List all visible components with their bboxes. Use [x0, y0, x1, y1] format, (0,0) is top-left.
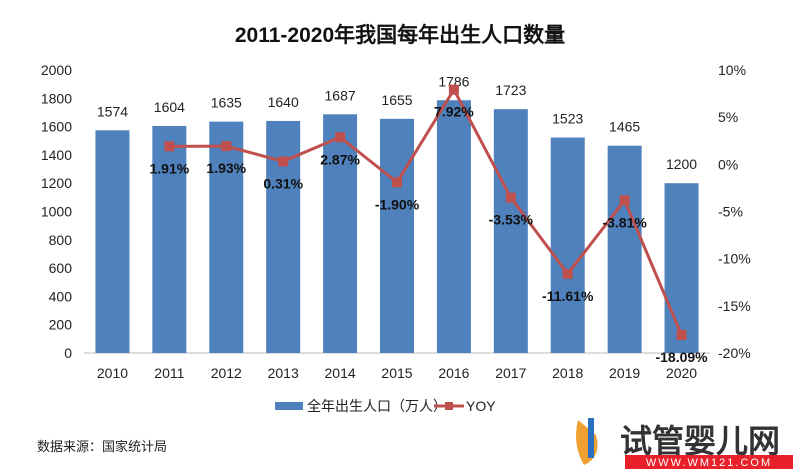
- left-tick-label: 200: [49, 317, 73, 333]
- right-tick-label: -15%: [718, 298, 751, 314]
- x-tick-label: 2012: [211, 365, 242, 381]
- yoy-point: [448, 84, 459, 95]
- bar: [436, 100, 471, 353]
- legend-bar-label: 全年出生人口（万人）: [307, 398, 447, 414]
- left-tick-label: 1000: [41, 204, 72, 220]
- yoy-point: [335, 132, 346, 143]
- yoy-line: 1.91% 1.93% 0.31% 2.87% -1.90% 7.92% -3.53% -11…: [150, 84, 708, 365]
- bars: 1574 1604 1635 1640 1687 1655 1786 1723 1523 1465…: [95, 73, 699, 354]
- x-tick-label: 2014: [325, 365, 356, 381]
- bar: [323, 114, 358, 354]
- left-tick-label: 800: [49, 232, 73, 248]
- x-tick-label: 2011: [154, 365, 184, 381]
- left-tick-label: 600: [49, 260, 73, 276]
- svg-text:试管婴儿网: 试管婴儿网: [620, 422, 780, 460]
- yoy-point: [221, 141, 232, 152]
- axes: 0 200 400 600 800 1000 1200 1400 1600 1800 2000 -20…: [41, 62, 751, 381]
- bar-label: 1723: [495, 82, 526, 98]
- x-tick-label: 2017: [495, 365, 526, 381]
- left-tick-label: 400: [49, 288, 73, 304]
- x-tick-label: 2020: [666, 365, 697, 381]
- right-tick-label: -10%: [718, 251, 751, 267]
- bar-label: 1200: [666, 156, 697, 172]
- yoy-point: [619, 195, 630, 206]
- watermark-logo: 试管婴儿网 WWW.WM121.COM: [576, 418, 793, 469]
- yoy-label: -3.81%: [602, 214, 647, 230]
- legend-line-marker: [445, 402, 453, 410]
- bar: [152, 126, 187, 353]
- x-tick-label: 2019: [609, 365, 640, 381]
- yoy-label: 1.91%: [150, 160, 190, 176]
- yoy-label: -18.09%: [655, 349, 708, 365]
- left-tick-label: 1400: [41, 147, 72, 163]
- bar-label: 1465: [609, 119, 640, 135]
- bar: [209, 121, 244, 354]
- yoy-label: -1.90%: [375, 196, 420, 212]
- x-tick-label: 2015: [381, 365, 412, 381]
- right-tick-label: 0%: [718, 156, 738, 172]
- yoy-label: 0.31%: [263, 175, 303, 191]
- yoy-point: [676, 329, 687, 340]
- left-tick-label: 1800: [41, 90, 72, 106]
- bar-label: 1655: [381, 92, 412, 108]
- left-tick-label: 1600: [41, 119, 72, 135]
- bar: [493, 109, 528, 354]
- bar: [550, 137, 585, 353]
- yoy-point: [278, 156, 289, 167]
- right-tick-label: 5%: [718, 109, 738, 125]
- x-tick-label: 2013: [268, 365, 299, 381]
- yoy-point: [392, 177, 402, 188]
- chart-title: 2011-2020年我国每年出生人口数量: [235, 23, 565, 47]
- legend-line-label: YOY: [466, 398, 496, 414]
- yoy-label: 2.87%: [320, 151, 360, 167]
- x-tick-label: 2010: [97, 365, 128, 381]
- svg-text:WWW.WM121.COM: WWW.WM121.COM: [646, 457, 772, 469]
- source-note: 数据来源：国家统计局: [37, 439, 167, 454]
- yoy-label: 7.92%: [434, 104, 474, 120]
- x-tick-label: 2018: [552, 365, 583, 381]
- yoy-point: [562, 268, 573, 279]
- bar-label: 1640: [268, 94, 299, 110]
- yoy-label: -11.61%: [542, 288, 594, 304]
- legend-bar-swatch: [275, 402, 303, 410]
- yoy-label: 1.93%: [206, 160, 246, 176]
- left-tick-label: 2000: [41, 62, 72, 78]
- yoy-label: -3.53%: [489, 212, 534, 228]
- right-tick-label: -5%: [718, 204, 743, 220]
- yoy-point: [164, 141, 175, 152]
- right-tick-label: 10%: [718, 62, 746, 78]
- bar-label: 1687: [325, 87, 356, 103]
- bar-label: 1604: [154, 99, 185, 115]
- yoy-point: [505, 192, 516, 203]
- bar: [95, 130, 130, 353]
- bar: [607, 145, 642, 353]
- right-tick-label: -20%: [718, 345, 751, 361]
- bar-label: 1635: [211, 95, 242, 111]
- bar-label: 1786: [438, 73, 469, 89]
- left-tick-label: 1200: [41, 175, 72, 191]
- legend: 全年出生人口（万人） YOY: [275, 398, 496, 414]
- left-tick-label: 0: [64, 345, 72, 361]
- bar: [664, 183, 699, 353]
- yoy-series-line: [169, 86, 683, 336]
- x-tick-label: 2016: [438, 365, 469, 381]
- bar-label: 1523: [552, 110, 583, 126]
- bar-label: 1574: [97, 103, 128, 119]
- bar: [380, 118, 414, 353]
